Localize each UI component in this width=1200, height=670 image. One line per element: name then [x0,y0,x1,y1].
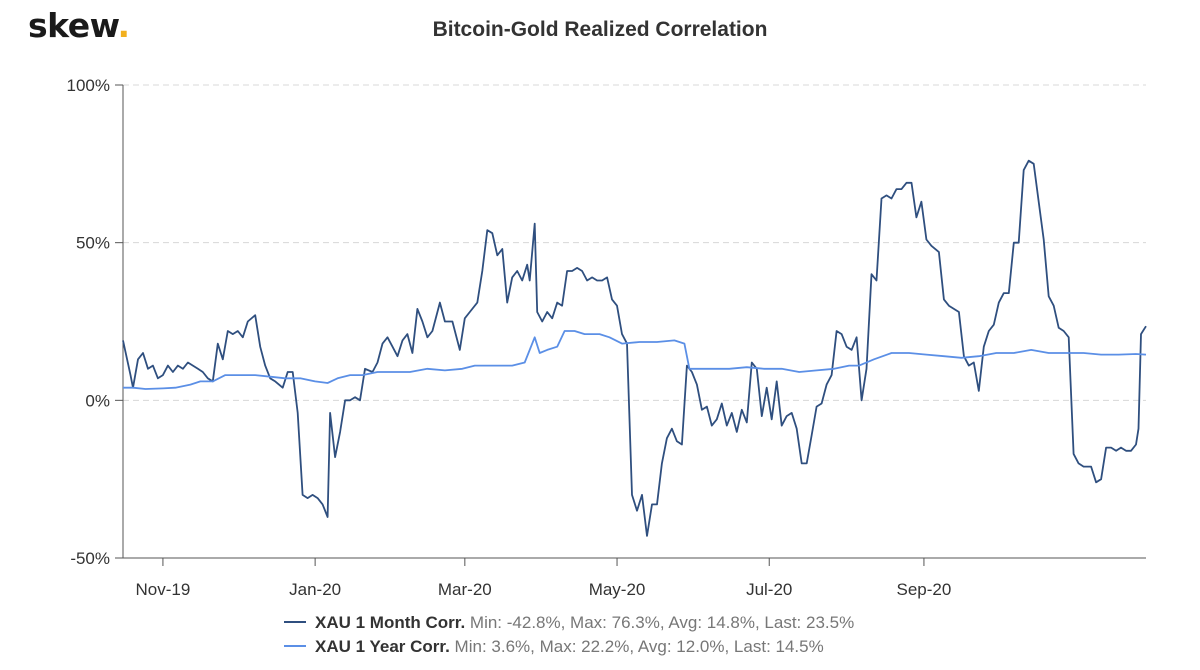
legend-series-name: XAU 1 Year Corr. [315,637,455,656]
x-tick-label: Jan-20 [289,580,341,599]
series-lines [122,159,1147,537]
x-axis-ticks: Nov-19 Jan-20 Mar-20 May-20 Jul-20 Sep-20 [136,558,952,599]
legend-entry: XAU 1 Year Corr. Min: 3.6%, Max: 22.2%, … [315,637,824,656]
chart-title: Bitcoin-Gold Realized Correlation [432,18,768,41]
series-line-1-month [122,159,1147,537]
y-tick-label: 50% [76,234,110,253]
y-tick-label: -50% [70,549,110,568]
y-axis-ticks: 100% 50% 0% -50% [67,76,123,568]
legend: XAU 1 Month Corr. Min: -42.8%, Max: 76.3… [284,613,854,656]
legend-entry: XAU 1 Month Corr. Min: -42.8%, Max: 76.3… [315,613,854,632]
x-tick-label: May-20 [589,580,646,599]
y-tick-label: 0% [85,391,110,410]
x-tick-label: Mar-20 [438,580,492,599]
skew-logo: skew. [28,6,130,45]
legend-series-name: XAU 1 Month Corr. [315,613,470,632]
x-tick-label: Nov-19 [136,580,191,599]
legend-series-stats: Min: 3.6%, Max: 22.2%, Avg: 12.0%, Last:… [455,637,824,656]
x-tick-label: Sep-20 [897,580,952,599]
series-line-1-year [123,330,1147,390]
x-tick-label: Jul-20 [746,580,792,599]
y-tick-label: 100% [67,76,110,95]
gridlines [123,84,1146,401]
legend-series-stats: Min: -42.8%, Max: 76.3%, Avg: 14.8%, Las… [470,613,854,632]
axes [122,85,1146,559]
